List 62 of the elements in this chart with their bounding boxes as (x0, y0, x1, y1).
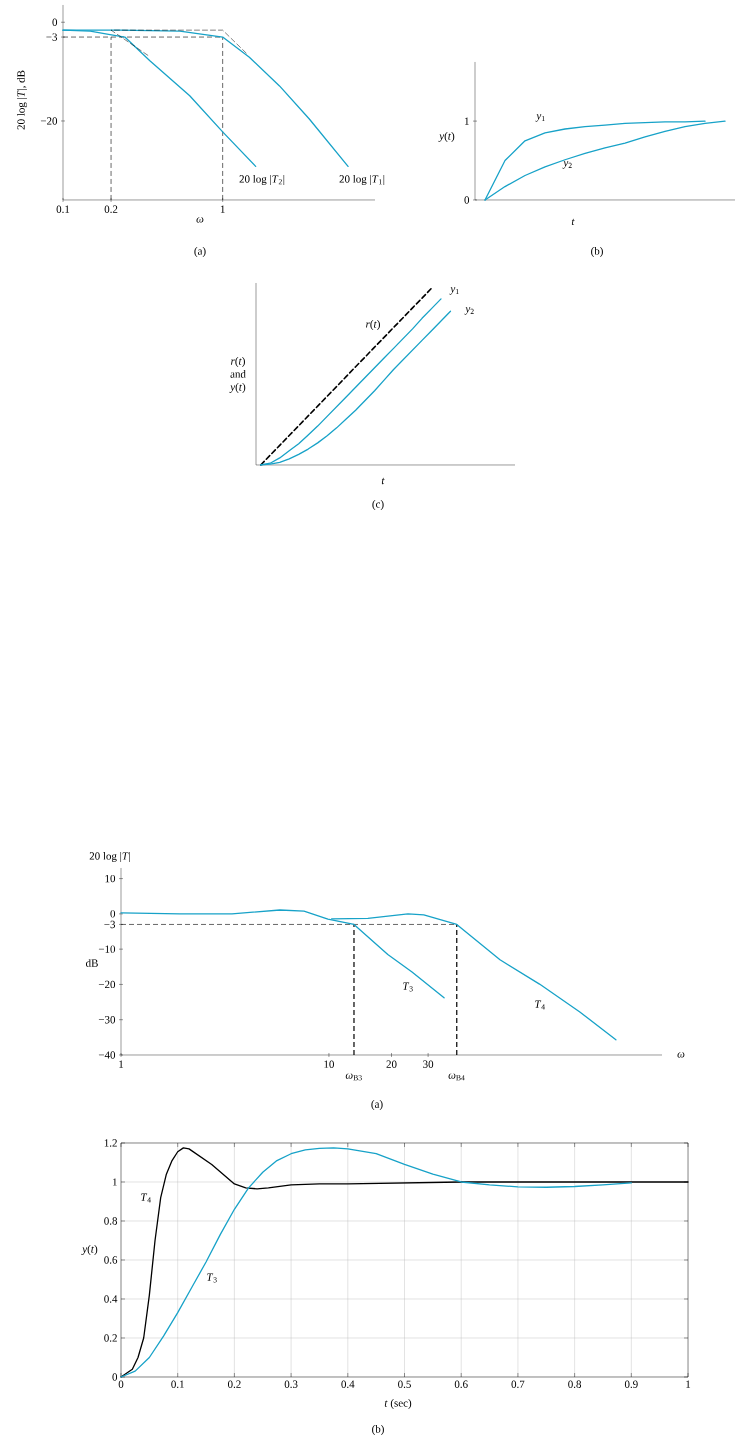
x-axis-title: ω (196, 217, 204, 223)
text: (a) (194, 247, 206, 257)
y-tick-label: 0 (112, 1373, 118, 1381)
y-tick-label: 1 (112, 1178, 117, 1186)
y-tick-label: −30 (98, 1016, 116, 1024)
x-tick-label: 0.2 (227, 1380, 241, 1388)
x-tick-label: 0.8 (568, 1380, 582, 1388)
series-label: T$_{4}$ (141, 1193, 151, 1203)
ref-line-label: ω$_{B4}$ (448, 1073, 465, 1081)
series-label: T$_{4}$ (535, 1000, 545, 1010)
x-tick-label: 0.1 (56, 205, 70, 213)
y-tick-label: −20 (98, 980, 116, 989)
text: (b) (591, 247, 603, 257)
text: r(t) and y(t) (229, 357, 246, 393)
x-tick-label: 0.3 (284, 1380, 298, 1388)
x-axis-title: t (381, 477, 385, 485)
series-label: 20 log |T$_{1}$| (339, 175, 385, 185)
x-tick-label: 0.5 (398, 1380, 411, 1388)
y-tick-label: −40 (98, 1051, 116, 1059)
y-tick-label: 0.6 (104, 1256, 118, 1264)
series-label: 20 log |T$_{2}$| (239, 175, 285, 185)
x-tick-label: 1 (220, 205, 225, 213)
y-tick-label: 0.4 (104, 1295, 118, 1303)
x-tick-label: 30 (423, 1060, 434, 1068)
x-tick-label: 0 (118, 1380, 124, 1388)
series-label: y$_{1}$ (449, 287, 459, 295)
y-tick-label: −3 (46, 33, 58, 41)
y-tick-label: 0.2 (104, 1334, 117, 1342)
series-label: y$_{1}$ (535, 114, 545, 122)
x-tick-label: 10 (324, 1060, 334, 1068)
text: dB (86, 959, 98, 967)
y-tick-label: 0 (52, 18, 58, 26)
x-tick-label: 0.4 (341, 1380, 355, 1388)
y-axis-title: 20 log |T| (89, 852, 130, 862)
series-label: y$_{2}$ (562, 161, 572, 169)
y-tick-label: 1.2 (104, 1139, 117, 1147)
x-axis-title: ω (677, 1052, 685, 1058)
y-axis-title: y(t) (81, 1245, 98, 1255)
series-label: T$_{3}$ (207, 1273, 217, 1283)
x-tick-label: 0.9 (624, 1380, 638, 1388)
series-label: T$_{3}$ (403, 982, 413, 992)
x-tick-label: 0.1 (171, 1380, 184, 1388)
x-tick-label: 1 (686, 1380, 691, 1388)
text: (c) (372, 500, 384, 510)
text: (b) (372, 1425, 384, 1435)
y-axis-title: y(t) (438, 132, 455, 142)
ref-line-label: ω$_{B3}$ (345, 1073, 362, 1081)
x-axis-title: t (sec) (384, 1399, 412, 1409)
y-tick-label: 0 (110, 910, 116, 918)
text: (a) (371, 1100, 383, 1110)
series-label: r(t) (366, 320, 380, 330)
y-tick-label: −10 (98, 945, 116, 953)
series-label: y$_{2}$ (464, 307, 474, 315)
x-axis-title: t (571, 218, 575, 226)
x-tick-label: 1 (119, 1060, 124, 1068)
y-tick-label: −3 (104, 920, 116, 929)
y-axis-title: 20 log |T|, dB (17, 70, 27, 130)
y-tick-label: −20 (40, 117, 58, 125)
y-tick-label: 10 (105, 874, 116, 883)
x-tick-label: 20 (386, 1060, 397, 1068)
x-tick-label: 0.7 (511, 1380, 525, 1388)
y-tick-label: 0.8 (104, 1217, 118, 1225)
